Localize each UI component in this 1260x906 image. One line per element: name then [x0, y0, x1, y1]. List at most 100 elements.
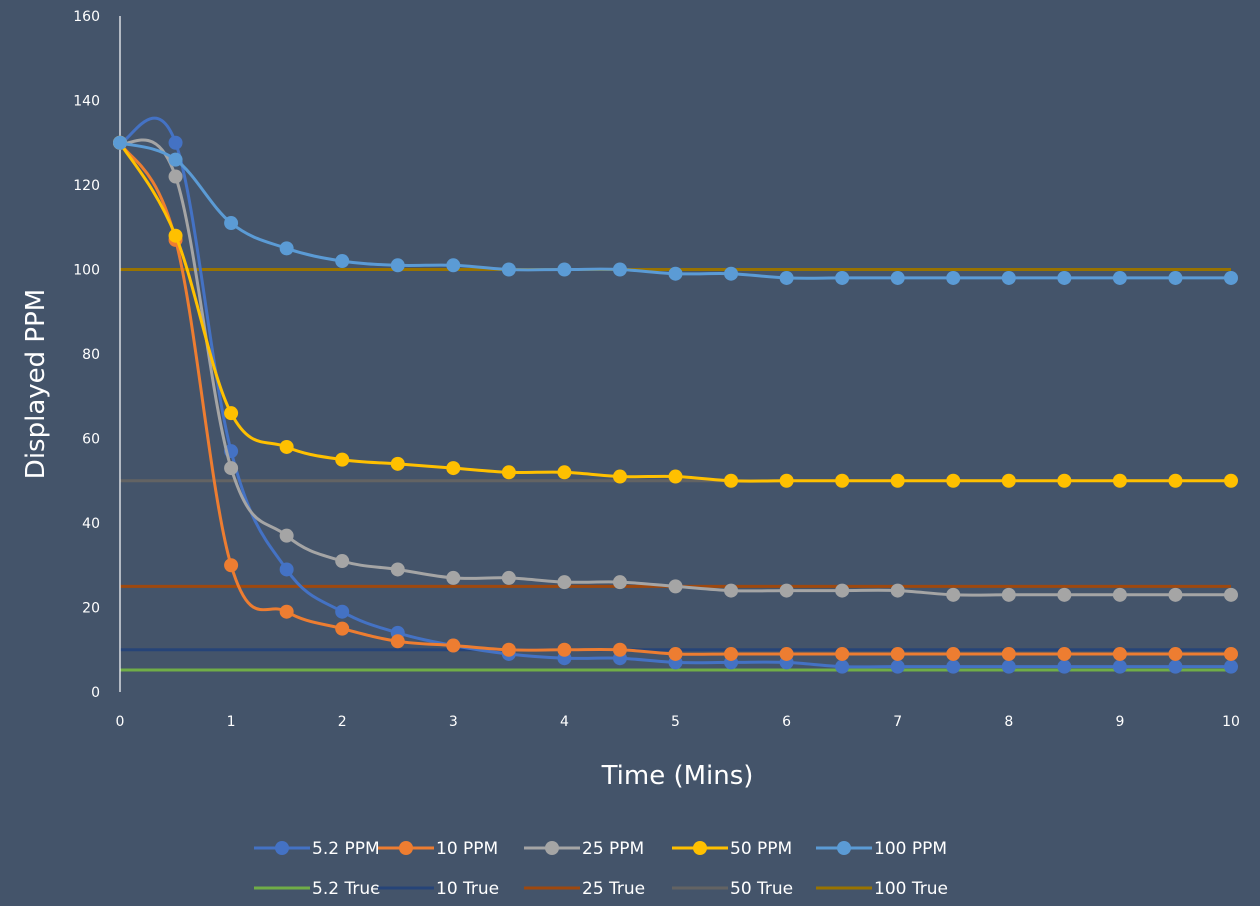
data-point [835, 473, 850, 488]
data-point [890, 646, 905, 661]
data-point [724, 583, 739, 598]
legend-label: 5.2 PPM [312, 839, 380, 859]
data-point [1112, 659, 1127, 674]
data-point [779, 646, 794, 661]
legend-label: 25 PPM [582, 839, 644, 859]
legend-item: 100 True [816, 879, 948, 899]
series-25-ppm [113, 135, 1238, 602]
data-point [724, 646, 739, 661]
legend: 5.2 PPM 10 PPM 25 PPM 50 PPM 100 PPM 5.2 True… [254, 839, 948, 899]
data-point [1224, 659, 1238, 674]
data-point [224, 216, 239, 231]
y-tick-label: 160 [73, 9, 100, 25]
data-point [501, 262, 516, 277]
data-point [224, 461, 239, 476]
data-point [446, 461, 461, 476]
series-line-25-ppm [119, 138, 1231, 597]
data-point [335, 604, 350, 619]
data-point [390, 634, 405, 649]
data-point [168, 135, 183, 150]
data-point [1001, 659, 1016, 674]
data-point [501, 642, 516, 657]
legend-label: 10 PPM [436, 839, 498, 859]
data-point [279, 528, 294, 543]
data-point [390, 562, 405, 577]
data-point [1224, 473, 1238, 488]
data-point [1112, 473, 1127, 488]
y-tick-label: 140 [73, 94, 100, 110]
data-point [168, 169, 183, 184]
data-point [1001, 646, 1016, 661]
legend-marker [545, 841, 559, 855]
data-point [501, 570, 516, 585]
legend-item: 50 PPM [672, 839, 792, 859]
data-point [835, 270, 850, 285]
data-point [668, 266, 683, 281]
data-point [1168, 646, 1183, 661]
data-point [1112, 587, 1127, 602]
data-point [335, 254, 350, 269]
data-point [557, 465, 572, 480]
data-point [224, 406, 239, 421]
legend-item: 5.2 True [254, 879, 381, 899]
data-point [501, 465, 516, 480]
data-point [612, 262, 627, 277]
legend-item: 100 PPM [816, 839, 947, 859]
series-line-50-ppm [118, 142, 1231, 483]
x-tick-label: 1 [227, 714, 236, 730]
data-point [779, 270, 794, 285]
data-point [1224, 587, 1238, 602]
data-point [168, 152, 183, 167]
legend-label: 100 True [874, 879, 948, 899]
data-point [446, 258, 461, 273]
legend-marker [837, 841, 851, 855]
data-point [779, 583, 794, 598]
legend-item: 10 PPM [378, 839, 498, 859]
series-line-100-ppm [119, 141, 1231, 280]
data-point [890, 659, 905, 674]
x-tick-labels: 0 1 2 3 4 5 6 7 8 9 10 [116, 714, 1240, 730]
y-tick-labels: 0 20 40 60 80 100 120 140 160 [73, 9, 100, 701]
legend-label: 50 PPM [730, 839, 792, 859]
legend-item: 25 PPM [524, 839, 644, 859]
data-point [724, 266, 739, 281]
data-point [1057, 587, 1072, 602]
data-point [946, 473, 961, 488]
x-tick-label: 3 [449, 714, 458, 730]
data-point [279, 439, 294, 454]
x-tick-label: 7 [893, 714, 902, 730]
data-point [946, 587, 961, 602]
data-point [1168, 270, 1183, 285]
data-point [1168, 659, 1183, 674]
data-point [557, 262, 572, 277]
x-axis-title: Time (Mins) [601, 761, 754, 791]
x-tick-label: 0 [116, 714, 125, 730]
data-point [557, 575, 572, 590]
legend-label: 25 True [582, 879, 645, 899]
legend-item: 5.2 PPM [254, 839, 380, 859]
data-point [1057, 473, 1072, 488]
data-point [946, 646, 961, 661]
data-point [1001, 473, 1016, 488]
data-point [279, 241, 294, 256]
x-tick-label: 10 [1222, 714, 1240, 730]
data-point [890, 583, 905, 598]
data-point [890, 270, 905, 285]
series-line-10-ppm [118, 142, 1231, 656]
data-point [1057, 659, 1072, 674]
data-point [835, 583, 850, 598]
data-point [668, 469, 683, 484]
data-point [1001, 270, 1016, 285]
data-point [224, 558, 239, 573]
y-tick-label: 20 [82, 601, 100, 617]
data-point [390, 258, 405, 273]
legend-label: 50 True [730, 879, 793, 899]
data-point [1057, 646, 1072, 661]
data-point [335, 554, 350, 569]
data-point [1168, 473, 1183, 488]
legend-item: 25 True [524, 879, 645, 899]
data-point [946, 270, 961, 285]
legend-marker [693, 841, 707, 855]
legend-label: 5.2 True [312, 879, 381, 899]
x-tick-label: 6 [782, 714, 791, 730]
